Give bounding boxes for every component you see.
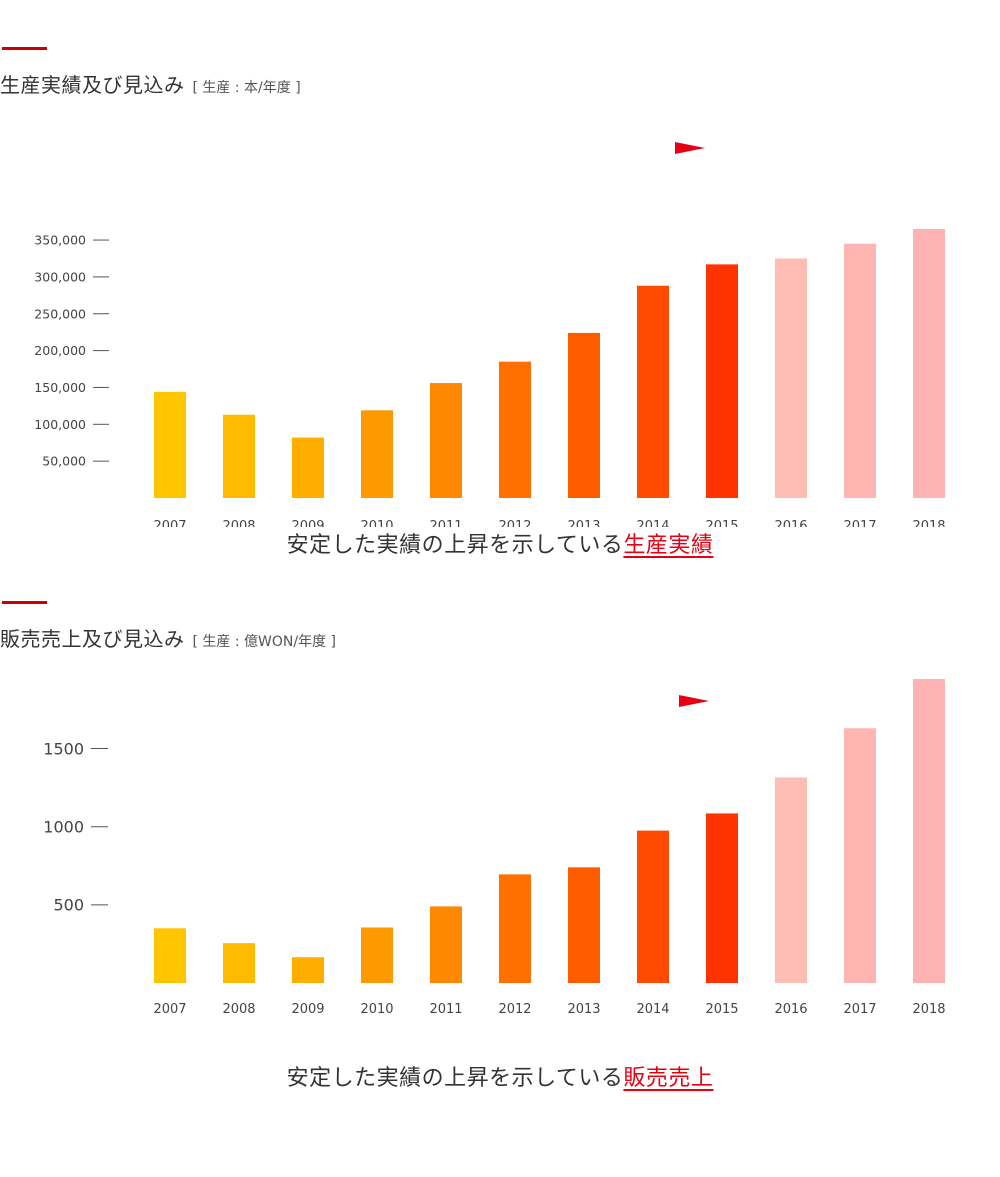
x-tick-label: 2009 bbox=[291, 519, 324, 527]
bar-2012 bbox=[499, 361, 531, 498]
y-tick-label: 350,000 bbox=[34, 233, 86, 248]
y-tick-label: 1500 bbox=[43, 739, 84, 758]
x-tick-label: 2013 bbox=[567, 519, 600, 527]
x-tick-label: 2007 bbox=[153, 519, 186, 527]
bar-2016 bbox=[775, 258, 807, 498]
bar-2014 bbox=[637, 830, 669, 983]
x-tick-label: 2017 bbox=[843, 1002, 876, 1017]
bar-2009 bbox=[292, 437, 324, 498]
x-tick-label: 2018 bbox=[912, 1002, 945, 1017]
section-caption: 安定した実績の上昇を示している販売売上 bbox=[0, 1060, 1000, 1092]
x-tick-label: 2014 bbox=[636, 1002, 669, 1017]
section-accent-bar bbox=[2, 47, 47, 50]
x-tick-label: 2013 bbox=[567, 1002, 600, 1017]
y-tick-label: 1000 bbox=[43, 817, 84, 836]
x-tick-label: 2012 bbox=[498, 1002, 531, 1017]
bar-2008 bbox=[223, 414, 255, 498]
bar-2013 bbox=[568, 332, 600, 498]
trend-arrow-head bbox=[679, 695, 709, 707]
bar-2007 bbox=[154, 928, 186, 983]
x-tick-label: 2017 bbox=[843, 519, 876, 527]
caption-text: 安定した実績の上昇を示している bbox=[286, 1066, 624, 1091]
bar-2012 bbox=[499, 874, 531, 983]
bar-2011 bbox=[430, 383, 462, 498]
x-tick-label: 2016 bbox=[774, 1002, 807, 1017]
x-tick-label: 2016 bbox=[774, 519, 807, 527]
bar-2009 bbox=[292, 957, 324, 983]
x-tick-label: 2012 bbox=[498, 519, 531, 527]
trend-arrow-head bbox=[675, 142, 705, 154]
sales-section: 販売売上及び見込み [ 生産 : 億WON/年度 ] 500 1000 1500 200… bbox=[0, 601, 1000, 1121]
x-tick-label: 2010 bbox=[360, 1002, 393, 1017]
bar-2017 bbox=[844, 243, 876, 498]
section-title-text: 販売売上及び見込み bbox=[0, 627, 185, 651]
bar-2015 bbox=[706, 813, 738, 983]
x-tick-label: 2008 bbox=[222, 519, 255, 527]
section-title-text: 生産実績及び見込み bbox=[0, 73, 185, 97]
bar-2017 bbox=[844, 728, 876, 983]
sales-chart: 500 1000 1500 2007 2008 2009 2010 2011 2012 2013 2… bbox=[43, 679, 946, 1017]
bar-2007 bbox=[154, 391, 186, 498]
x-tick-label: 2009 bbox=[291, 1002, 324, 1017]
x-tick-label: 2011 bbox=[429, 1002, 462, 1017]
x-tick-label: 2008 bbox=[222, 1002, 255, 1017]
production-chart: 50,000 100,000 150,000 200,000 250,000 300,00… bbox=[34, 142, 946, 527]
y-tick-label: 200,000 bbox=[34, 343, 86, 358]
x-tick-label: 2015 bbox=[705, 519, 738, 527]
x-tick-label: 2010 bbox=[360, 519, 393, 527]
section-accent-bar bbox=[2, 601, 47, 604]
y-tick-label: 500 bbox=[53, 896, 84, 915]
y-tick-label: 150,000 bbox=[34, 380, 86, 395]
x-tick-label: 2007 bbox=[153, 1002, 186, 1017]
bar-2010 bbox=[361, 927, 393, 983]
bar-2015 bbox=[706, 264, 738, 498]
section-caption: 安定した実績の上昇を示している生産実績 bbox=[0, 527, 1000, 559]
bar-2014 bbox=[637, 285, 669, 498]
caption-highlight: 生産実績 bbox=[623, 533, 714, 558]
caption-highlight: 販売売上 bbox=[623, 1066, 714, 1091]
bar-2018 bbox=[913, 679, 945, 983]
bar-2010 bbox=[361, 410, 393, 498]
bar-2011 bbox=[430, 906, 462, 983]
bar-2013 bbox=[568, 867, 600, 983]
caption-text: 安定した実績の上昇を示している bbox=[286, 533, 624, 558]
x-tick-label: 2015 bbox=[705, 1002, 738, 1017]
y-tick-label: 100,000 bbox=[34, 417, 86, 432]
x-tick-label: 2018 bbox=[912, 519, 945, 527]
x-tick-label: 2011 bbox=[429, 519, 462, 527]
bar-2016 bbox=[775, 777, 807, 983]
section-title: 販売売上及び見込み [ 生産 : 億WON/年度 ] bbox=[0, 623, 336, 652]
y-tick-label: 250,000 bbox=[34, 306, 86, 321]
x-tick-label: 2014 bbox=[636, 519, 669, 527]
y-tick-label: 300,000 bbox=[34, 269, 86, 284]
section-title: 生産実績及び見込み [ 生産 : 本/年度 ] bbox=[0, 69, 301, 98]
section-unit: [ 生産 : 本/年度 ] bbox=[192, 80, 301, 96]
section-unit: [ 生産 : 億WON/年度 ] bbox=[192, 634, 337, 650]
production-section: 生産実績及び見込み [ 生産 : 本/年度 ] 50,000 100,000 150,… bbox=[0, 47, 1000, 567]
bar-2008 bbox=[223, 943, 255, 983]
bar-2018 bbox=[913, 229, 945, 498]
y-tick-label: 50,000 bbox=[42, 454, 86, 469]
